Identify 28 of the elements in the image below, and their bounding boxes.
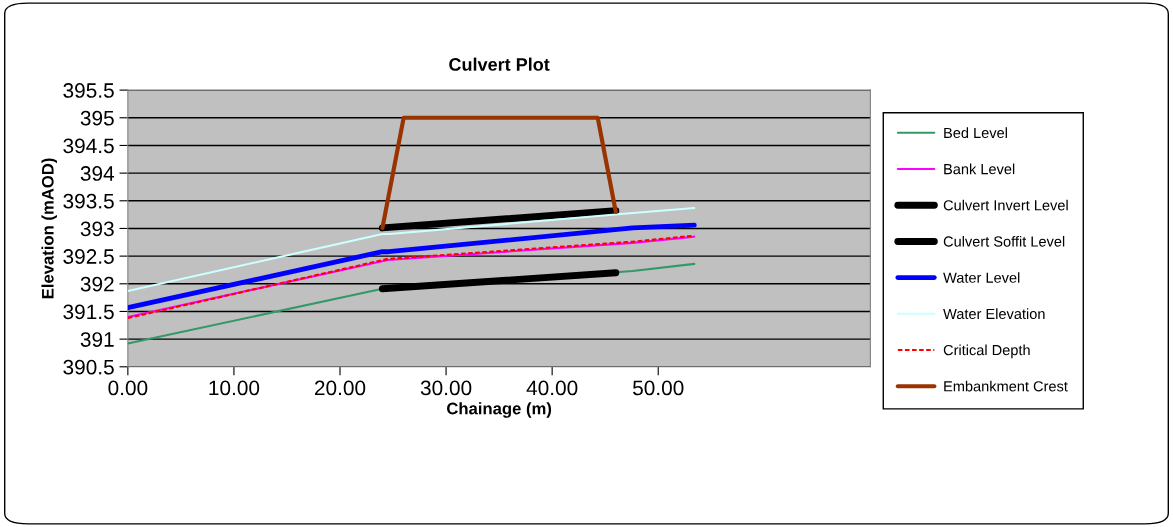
y-tick-label: 393 — [80, 221, 114, 237]
x-tick-label: 30.00 — [420, 380, 472, 396]
x-tick-label: 10.00 — [209, 380, 260, 396]
y-tick-label: 391 — [80, 332, 114, 347]
y-tick-label: 394 — [80, 166, 115, 181]
x-tick-label: 0.00 — [108, 380, 148, 396]
y-axis-title: Elevation (mAOD) — [41, 158, 57, 299]
y-tick-label: 393.5 — [63, 193, 114, 209]
legend-label: Culvert Invert Level — [943, 199, 1068, 211]
y-tick-label: 395 — [80, 110, 114, 126]
legend-label: Water Elevation — [943, 308, 1045, 320]
legend-label: Bed Level — [944, 127, 1007, 139]
legend-label: Critical Depth — [943, 344, 1030, 359]
y-tick-label: 392.5 — [63, 249, 114, 264]
y-tick-label: 390.5 — [63, 359, 114, 375]
x-axis-title: Chainage (m) — [447, 402, 552, 418]
y-tick-label: 392 — [80, 276, 114, 292]
x-tick-label: 50.00 — [632, 380, 684, 396]
legend-label: Bank Level — [944, 163, 1015, 175]
x-tick-label: 40.00 — [526, 380, 578, 396]
legend-label: Water Level — [943, 272, 1020, 283]
y-tick-label: 391.5 — [63, 304, 114, 320]
x-tick-label: 20.00 — [314, 380, 366, 396]
y-tick-label: 394.5 — [63, 138, 114, 154]
chart-title: Culvert Plot — [449, 57, 550, 71]
legend-label: Embankment Crest — [944, 380, 1068, 392]
legend-label: Culvert Soffit Level — [943, 235, 1065, 247]
y-tick-label: 395.5 — [63, 83, 114, 98]
